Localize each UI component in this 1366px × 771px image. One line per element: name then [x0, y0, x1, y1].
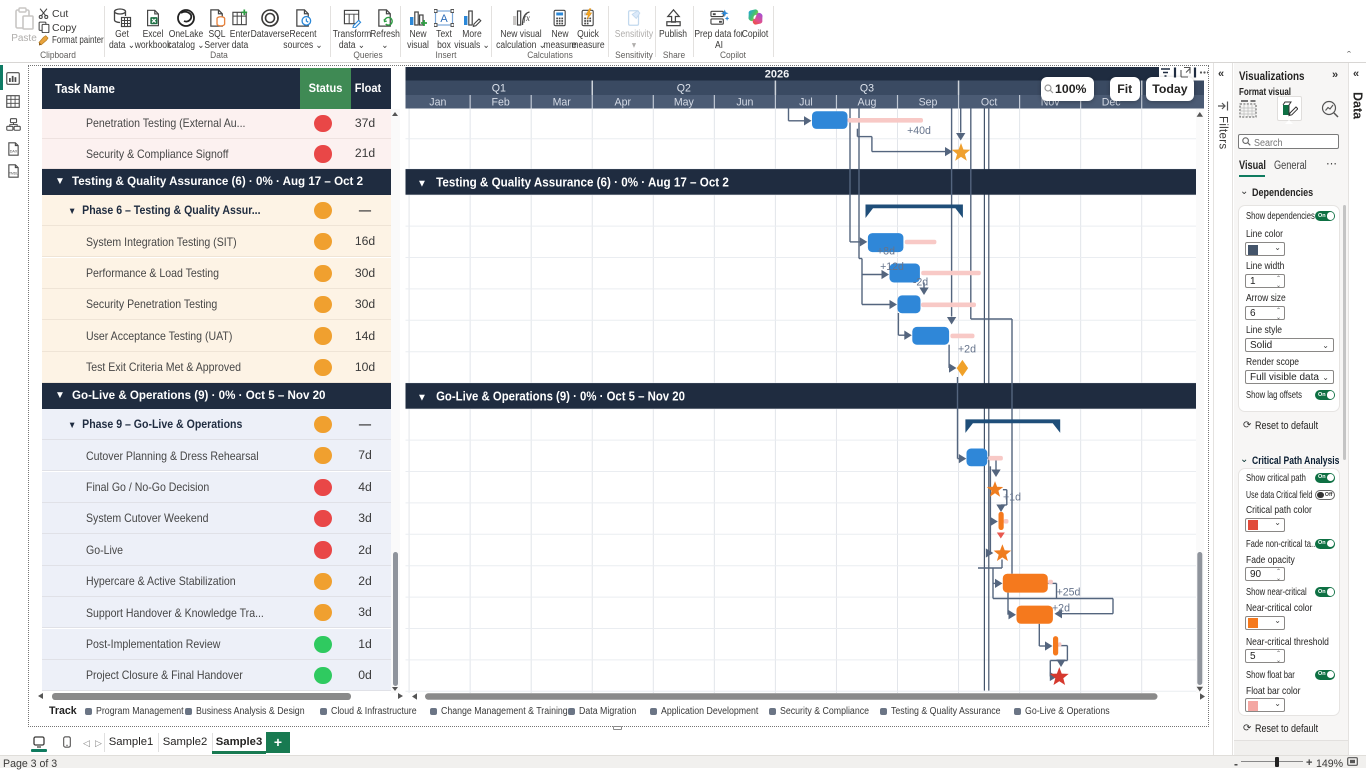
svg-text:Q2: Q2: [677, 82, 691, 94]
svg-text:DAX: DAX: [10, 150, 18, 154]
svg-text:+2d: +2d: [1052, 603, 1070, 615]
svg-text:▼ Go-Live & Operations (9) · 0: ▼ Go-Live & Operations (9) · 0% · Oct 5 …: [417, 389, 685, 403]
svg-text:Jun: Jun: [736, 96, 753, 108]
svg-text:+40d: +40d: [907, 125, 931, 137]
svg-text:Q3: Q3: [860, 82, 874, 94]
svg-text:TMDL: TMDL: [9, 172, 18, 176]
svg-text:+12d: +12d: [880, 261, 904, 273]
svg-text:Apr: Apr: [615, 96, 632, 108]
svg-text:Jul: Jul: [799, 96, 813, 108]
svg-text:+2d: +2d: [958, 344, 976, 356]
svg-text:Aug: Aug: [858, 96, 877, 108]
svg-text:May: May: [674, 96, 695, 108]
svg-text:fx: fx: [523, 13, 530, 23]
svg-text:Sep: Sep: [919, 96, 938, 108]
svg-text:Oct: Oct: [981, 96, 998, 108]
svg-text:+25d: +25d: [1057, 587, 1081, 599]
svg-text:+1d: +1d: [1003, 492, 1021, 504]
svg-text:-2d: -2d: [913, 277, 928, 289]
svg-text:2026: 2026: [765, 68, 789, 80]
svg-text:A: A: [440, 13, 448, 25]
svg-text:▼ Testing & Quality Assurance: ▼ Testing & Quality Assurance (6) · 0% ·…: [417, 175, 729, 189]
svg-text:Feb: Feb: [492, 96, 510, 108]
svg-text:Mar: Mar: [553, 96, 572, 108]
svg-text:Jan: Jan: [429, 96, 446, 108]
svg-text:+8d: +8d: [877, 246, 895, 258]
svg-text:Q1: Q1: [492, 82, 506, 94]
